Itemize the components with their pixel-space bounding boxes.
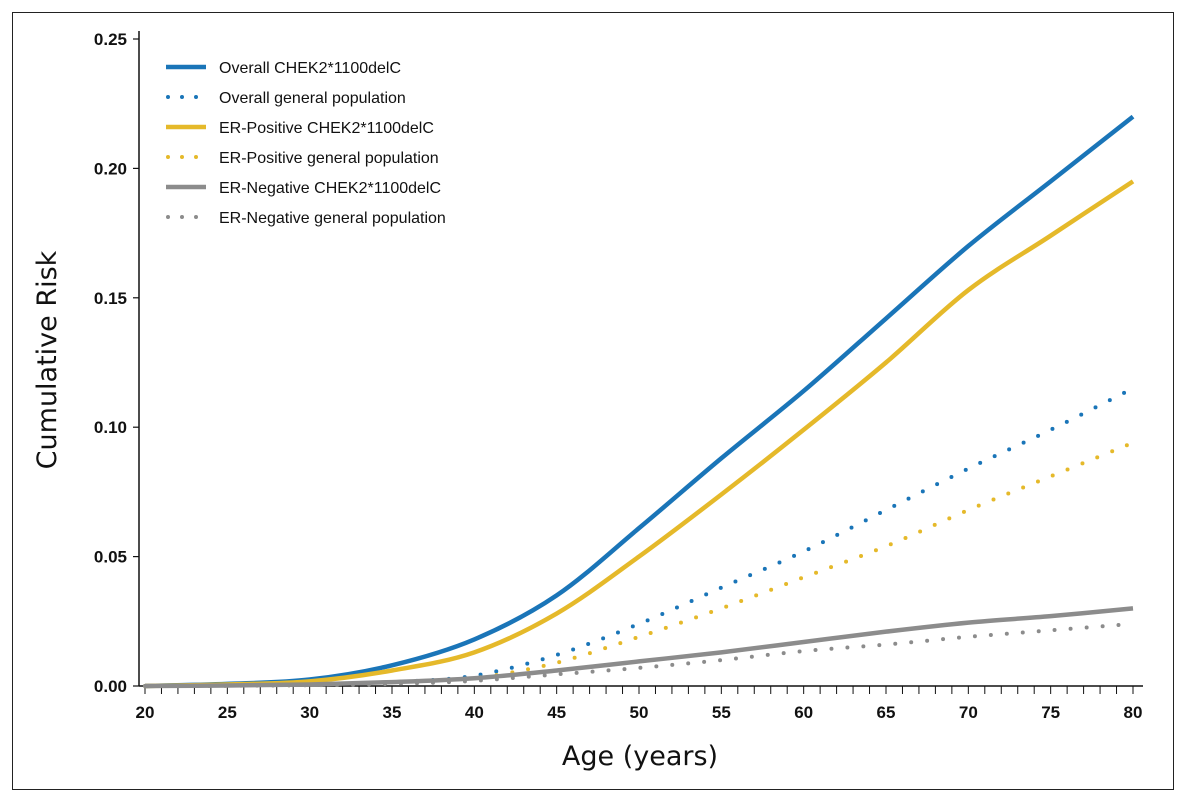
- x-tick-label: 50: [630, 703, 649, 722]
- x-tick-label: 25: [218, 703, 237, 722]
- series-line-overall-general-population: [143, 386, 1135, 688]
- series-line-er-positive-general-population: [143, 440, 1135, 688]
- y-tick-label: 0.10: [94, 418, 127, 437]
- y-tick-label: 0.00: [94, 677, 127, 696]
- x-tick-label: 60: [794, 703, 813, 722]
- legend-label-er-positive-chek2-1100delc: ER-Positive CHEK2*1100delC: [219, 120, 434, 137]
- x-tick-label: 20: [136, 703, 155, 722]
- series-line-er-negative-chek2-1100delc: [144, 606, 1134, 689]
- series-line-er-negative-general-population: [143, 621, 1135, 688]
- x-tick-label: 55: [712, 703, 731, 722]
- x-tick-label: 45: [547, 703, 566, 722]
- x-axis-title: Age (years): [562, 741, 718, 772]
- x-tick-label: 75: [1041, 703, 1060, 722]
- series-line-er-positive-chek2-1100delc: [144, 179, 1135, 689]
- x-tick-label: 65: [877, 703, 896, 722]
- axes: 0.00 0.05 0.10 0.15 0.20 0.25 20 25 30 35 40 45 50 55…: [94, 30, 1143, 722]
- legend-label-er-negative-chek2-1100delc: ER-Negative CHEK2*1100delC: [219, 180, 441, 197]
- series-line-overall-chek2-1100delc: [144, 114, 1135, 689]
- x-tick-label: 40: [465, 703, 484, 722]
- chart-frame: [12, 12, 1174, 790]
- y-tick-label: 0.05: [94, 548, 127, 567]
- legend-label-er-positive-general-population: ER-Positive general population: [219, 150, 439, 167]
- legend-label-er-negative-general-population: ER-Negative general population: [219, 210, 446, 227]
- x-tick-label: 35: [383, 703, 402, 722]
- x-tick-label: 70: [959, 703, 978, 722]
- y-tick-label: 0.15: [94, 289, 127, 308]
- series-lines: [143, 114, 1135, 689]
- legend: Overall CHEK2*1100delC Overall general po…: [166, 60, 446, 227]
- x-tick-label: 30: [300, 703, 319, 722]
- y-axis-title: Cumulative Risk: [32, 250, 63, 469]
- x-tick-label: 80: [1124, 703, 1143, 722]
- y-tick-label: 0.25: [94, 30, 127, 49]
- legend-label-overall-chek2-1100delc: Overall CHEK2*1100delC: [219, 60, 401, 77]
- legend-label-overall-general-population: Overall general population: [219, 90, 406, 107]
- y-tick-label: 0.20: [94, 159, 127, 178]
